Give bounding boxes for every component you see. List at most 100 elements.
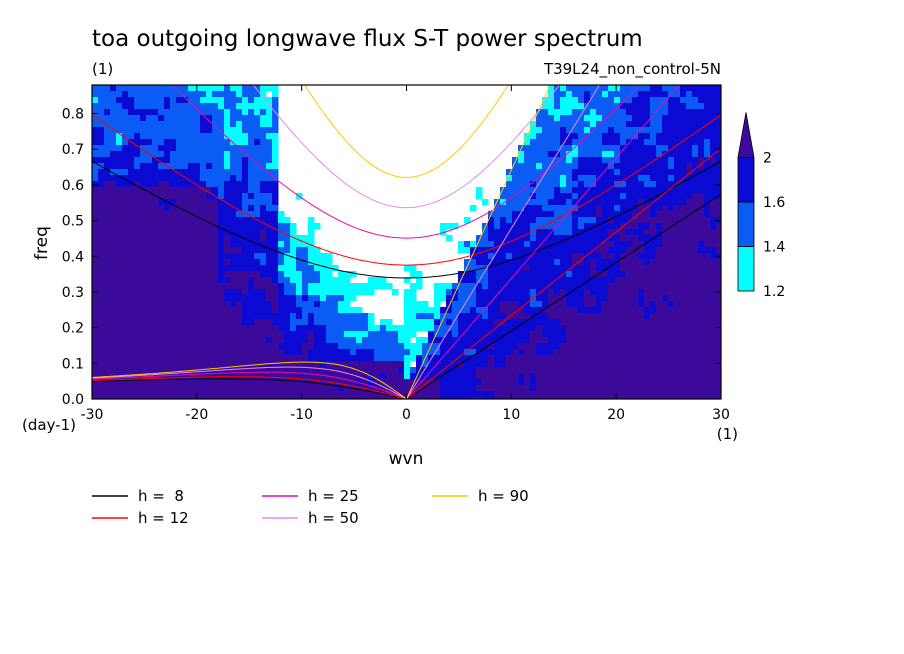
heatmap-cell (302, 289, 309, 296)
heatmap-cell (554, 349, 561, 356)
heatmap-cell (494, 229, 501, 236)
heatmap-cell (590, 385, 597, 392)
heatmap-cell (626, 229, 633, 236)
heatmap-cell (152, 109, 159, 116)
heatmap-cell (500, 271, 507, 278)
legend-label: h = 25 (308, 487, 359, 505)
heatmap-cell (650, 289, 657, 296)
heatmap-cell (128, 217, 135, 224)
heatmap-cell (566, 271, 573, 278)
gravity-wave-curve (304, 85, 509, 178)
heatmap-cell (536, 277, 543, 284)
heatmap-cell (644, 397, 651, 399)
heatmap-cell (236, 337, 243, 344)
heatmap-cell (638, 109, 645, 116)
heatmap-cell (680, 91, 687, 98)
heatmap-cell (170, 307, 177, 314)
heatmap-cell (224, 379, 231, 386)
heatmap-cell (188, 265, 195, 272)
heatmap-cell (620, 373, 627, 380)
heatmap-cell (554, 391, 561, 398)
heatmap-cell (644, 247, 651, 254)
heatmap-cell (320, 271, 327, 278)
heatmap-cell (434, 379, 441, 386)
heatmap-cell (272, 163, 279, 170)
heatmap-cell (224, 277, 231, 284)
heatmap-cell (602, 151, 609, 158)
heatmap-cell (218, 307, 225, 314)
heatmap-cell (620, 235, 627, 242)
heatmap-cell (140, 109, 147, 116)
heatmap-cell (644, 157, 651, 164)
heatmap-cell (302, 355, 309, 362)
heatmap-cell (668, 187, 675, 194)
heatmap-cell (578, 277, 585, 284)
heatmap-cell (338, 373, 345, 380)
heatmap-cell (494, 289, 501, 296)
heatmap-cell (398, 373, 405, 380)
heatmap-cell (602, 391, 609, 398)
heatmap-cell (602, 325, 609, 332)
heatmap-cell (698, 151, 705, 158)
heatmap-cell (674, 283, 681, 290)
heatmap-cell (380, 277, 387, 284)
heatmap-cell (434, 397, 441, 399)
heatmap-cell (566, 361, 573, 368)
heatmap-cell (602, 313, 609, 320)
heatmap-cell (146, 205, 153, 212)
heatmap-cell (92, 193, 99, 200)
heatmap-cell (164, 265, 171, 272)
heatmap-cell (158, 187, 165, 194)
heatmap-cell (146, 397, 153, 399)
heatmap-cell (122, 331, 129, 338)
heatmap-cell (506, 235, 513, 242)
heatmap-cell (122, 235, 129, 242)
heatmap-cell (236, 91, 243, 98)
heatmap-cell (608, 127, 615, 134)
heatmap-cell (608, 307, 615, 314)
heatmap-cell (92, 367, 99, 374)
heatmap-cell (182, 235, 189, 242)
heatmap-cell (194, 331, 201, 338)
heatmap-cell (110, 193, 117, 200)
heatmap-cell (272, 331, 279, 338)
heatmap-cell (344, 343, 351, 350)
heatmap-cell (404, 349, 411, 356)
heatmap-cell (584, 235, 591, 242)
heatmap-cell (194, 145, 201, 152)
heatmap-cell (416, 349, 423, 356)
heatmap-cell (488, 235, 495, 242)
heatmap-cell (182, 145, 189, 152)
heatmap-cell (338, 361, 345, 368)
heatmap-cell (500, 265, 507, 272)
heatmap-cell (362, 373, 369, 380)
heatmap-cell (704, 85, 711, 92)
heatmap-cell (590, 109, 597, 116)
heatmap-cell (254, 169, 261, 176)
heatmap-cell (710, 181, 717, 188)
heatmap-cell (134, 391, 141, 398)
heatmap-cell (530, 151, 537, 158)
heatmap-cell (638, 313, 645, 320)
heatmap-cell (170, 397, 177, 399)
heatmap-cell (578, 103, 585, 110)
heatmap-cell (170, 169, 177, 176)
heatmap-cell (116, 253, 123, 260)
heatmap-cell (596, 277, 603, 284)
heatmap-cell (134, 397, 141, 399)
heatmap-cell (248, 319, 255, 326)
heatmap-cell (254, 325, 261, 332)
heatmap-cell (542, 283, 549, 290)
heatmap-cell (644, 355, 651, 362)
heatmap-cell (152, 205, 159, 212)
heatmap-cell (680, 283, 687, 290)
heatmap-cell (650, 319, 657, 326)
heatmap-cell (686, 109, 693, 116)
heatmap-cell (176, 187, 183, 194)
heatmap-cell (590, 361, 597, 368)
heatmap-cell (176, 199, 183, 206)
heatmap-cell (152, 277, 159, 284)
heatmap-cell (140, 259, 147, 266)
heatmap-cell (476, 259, 483, 266)
heatmap-cell (368, 349, 375, 356)
